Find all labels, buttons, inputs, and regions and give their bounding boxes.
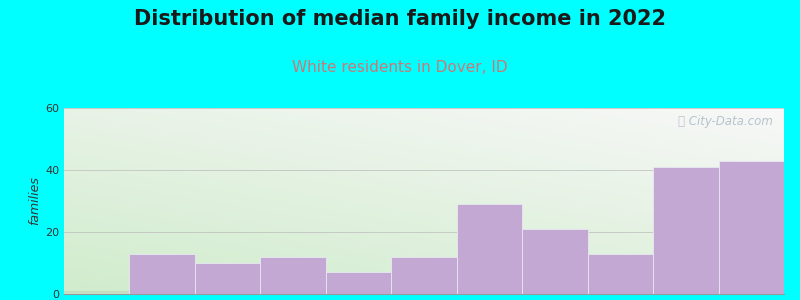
Bar [391, 257, 457, 294]
Text: Distribution of median family income in 2022: Distribution of median family income in … [134, 9, 666, 29]
Bar [64, 291, 130, 294]
Bar [653, 167, 718, 294]
Bar [260, 257, 326, 294]
Bar [718, 161, 784, 294]
Bar [457, 204, 522, 294]
Bar [326, 272, 391, 294]
Bar [130, 254, 195, 294]
Bar [522, 229, 588, 294]
Text: White residents in Dover, ID: White residents in Dover, ID [292, 60, 508, 75]
Bar [588, 254, 653, 294]
Text: ⓘ City-Data.com: ⓘ City-Data.com [678, 116, 773, 128]
Bar [195, 263, 260, 294]
Y-axis label: families: families [28, 177, 41, 225]
